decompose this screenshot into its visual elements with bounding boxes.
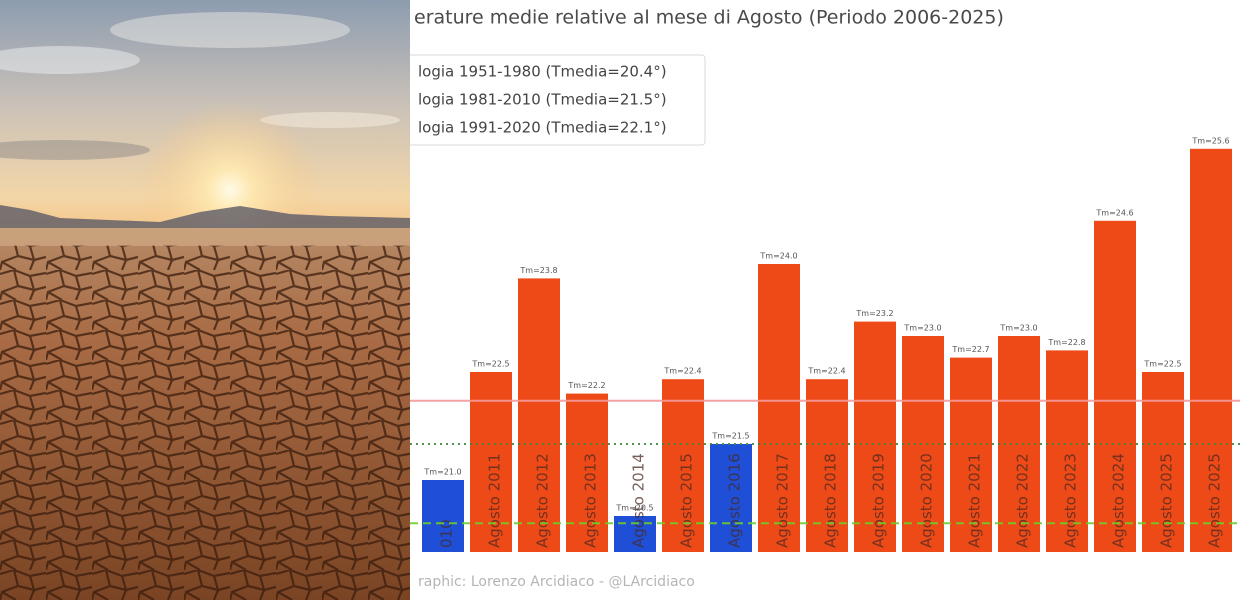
- value-label: Tm=22.7: [951, 345, 989, 354]
- bar: [422, 480, 464, 552]
- x-tick-label: Agosto 2020: [918, 453, 936, 548]
- x-tick-label: Agosto 2019: [870, 453, 888, 548]
- value-label: Tm=25.6: [1191, 136, 1229, 145]
- bar: [614, 516, 656, 552]
- value-label: Tm=22.8: [1047, 338, 1085, 347]
- bar: [470, 372, 512, 552]
- x-tick-label: Agosto 2021: [966, 453, 984, 548]
- legend-label: logia 1951-1980 (Tmedia=20.4°): [418, 63, 667, 81]
- x-tick-label: Agosto 2011: [486, 453, 504, 548]
- value-label: Tm=22.4: [663, 367, 701, 376]
- value-label: Tm=24.6: [1095, 208, 1133, 217]
- bar: [566, 393, 608, 552]
- bar: [1046, 350, 1088, 552]
- bar: [758, 264, 800, 552]
- x-tick-label: Agosto 2023: [1062, 453, 1080, 548]
- bar: [1190, 148, 1232, 553]
- value-label: Tm=22.5: [1143, 360, 1181, 369]
- bar: [710, 444, 752, 552]
- bar: [1142, 372, 1184, 552]
- bar: [1094, 220, 1136, 553]
- value-label: Tm=23.2: [855, 309, 893, 318]
- value-label: Tm=23.0: [903, 324, 941, 333]
- photo: [0, 0, 410, 600]
- legend: [410, 54, 706, 146]
- chart-title: erature medie relative al mese di Agosto…: [414, 7, 1004, 29]
- bar: [950, 357, 992, 552]
- value-label: Tm=22.5: [471, 360, 509, 369]
- x-tick-label: Agosto 2025: [1158, 453, 1176, 548]
- chart: erature medie relative al mese di Agosto…: [410, 7, 1240, 590]
- x-tick-label: Agosto 2013: [582, 453, 600, 548]
- x-tick-label: Agosto 2022: [1014, 453, 1032, 548]
- x-tick-label: Agosto 2024: [1110, 453, 1128, 548]
- x-tick-label: Agosto 2017: [774, 453, 792, 548]
- value-label: Tm=21.5: [711, 432, 749, 441]
- x-tick-label: Agosto 2015: [678, 453, 696, 548]
- value-label: Tm=21.0: [423, 468, 461, 477]
- x-tick-label: Agosto 2016: [726, 453, 744, 548]
- value-label: Tm=22.2: [567, 381, 605, 390]
- value-label: Tm=22.4: [807, 367, 845, 376]
- value-label: Tm=23.0: [999, 324, 1037, 333]
- value-label: Tm=24.0: [759, 252, 797, 261]
- x-tick-label: Agosto 2018: [822, 453, 840, 548]
- value-label: Tm=23.8: [519, 266, 557, 275]
- x-tick-label: Agosto 2025: [1206, 453, 1224, 548]
- bar: [518, 278, 560, 552]
- value-label: Tm=20.5: [615, 504, 653, 513]
- x-tick-label: Agosto 2012: [534, 453, 552, 548]
- bar: [854, 321, 896, 552]
- x-tick-label: 010: [438, 519, 456, 548]
- legend-label: logia 1981-2010 (Tmedia=21.5°): [418, 91, 667, 109]
- footer: raphic: Lorenzo Arcidiaco - @LArcidiaco: [418, 574, 695, 590]
- legend-label: logia 1991-2020 (Tmedia=22.1°): [418, 119, 667, 137]
- x-tick-label: Agosto 2014: [630, 453, 648, 548]
